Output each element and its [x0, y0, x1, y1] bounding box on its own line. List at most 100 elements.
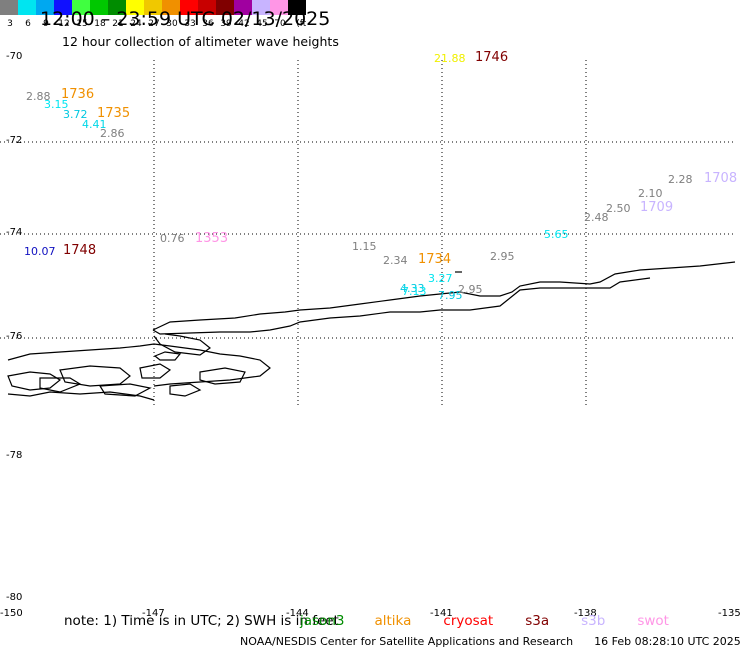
scale-label: 36: [202, 19, 214, 29]
island: [153, 351, 182, 361]
scale-swatch: [0, 0, 18, 15]
scale-swatch: [270, 0, 288, 15]
pass-time-label: 1709: [640, 200, 674, 215]
pass-time-label: 1748: [63, 243, 97, 258]
scale-label: 3: [7, 19, 13, 29]
swh-value: 2.88: [26, 90, 51, 103]
island: [169, 383, 202, 397]
lat-label: -72: [6, 135, 23, 146]
swh-value: 3.72: [63, 108, 88, 121]
coast-segment: [152, 277, 651, 335]
scale-label: 24: [130, 19, 142, 29]
scale-swatch: [234, 0, 252, 15]
satellite-legend: jason3 altika cryosat s3a s3b swot: [300, 613, 701, 629]
legend-item-cryosat: cryosat: [443, 613, 494, 629]
scale-label: 27: [148, 19, 159, 29]
swh-value: 5.65: [544, 228, 569, 241]
scale-swatch: [180, 0, 198, 15]
scale-label: 9: [43, 19, 49, 29]
legend-item-s3b: s3b: [581, 613, 606, 629]
lon-label: -135: [718, 608, 740, 619]
swh-value: 2.48: [584, 211, 609, 224]
swh-value: 2.50: [606, 202, 631, 215]
footer: NOAA/NESDIS Center for Satellite Applica…: [240, 635, 740, 648]
scale-swatch: [198, 0, 216, 15]
scale-swatch: [252, 0, 270, 15]
swh-value: 10.07: [24, 245, 56, 258]
pass-time-label: 1735: [97, 106, 131, 121]
pass-time-label: 1708: [704, 171, 738, 186]
coast-segment: [7, 343, 271, 387]
coastline: [7, 261, 736, 401]
swh-value: 2.95: [458, 283, 483, 296]
scale-swatch: [126, 0, 144, 15]
lon-label: -150: [0, 608, 23, 619]
scale-swatch: [108, 0, 126, 15]
scale-swatch: [288, 0, 306, 15]
swh-value: 2.86: [100, 127, 125, 140]
swh-value: 7.13: [402, 285, 427, 298]
scale-label: 30: [166, 19, 178, 29]
swh-value: 2.10: [638, 187, 663, 200]
footer-timestamp: 16 Feb 08:28:10 UTC 2025: [594, 635, 740, 648]
scale-label: 21: [112, 19, 123, 29]
scale-label: 15: [76, 19, 87, 29]
map-title: 12:00 – 23:59 UTC 02/13/2025: [40, 8, 331, 30]
scale-label: 12: [58, 19, 69, 29]
scale-label: 18: [94, 19, 106, 29]
swh-value: 4.33: [400, 282, 425, 295]
swh-value: 1.15: [352, 240, 377, 253]
legend-item-jason3: jason3: [300, 613, 345, 629]
scale-swatch: [54, 0, 72, 15]
island: [199, 367, 246, 385]
lon-label: -147: [142, 608, 165, 619]
map-subtitle: 12 hour collection of altimeter wave hei…: [62, 34, 339, 49]
ice-shelf-edge: [152, 261, 736, 331]
swh-value: 3.15: [44, 98, 69, 111]
lon-label: -141: [430, 608, 453, 619]
scale-swatch: [72, 0, 90, 15]
lat-label: -76: [6, 331, 23, 342]
swh-value: 4.41: [82, 118, 107, 131]
scale-label: 39: [220, 19, 232, 29]
swh-value: 3.27: [428, 272, 453, 285]
pass-time-label: 1746: [475, 50, 509, 65]
scale-label: 33: [184, 19, 195, 29]
scale-swatch: [162, 0, 180, 15]
scale-label: 70: [274, 19, 286, 29]
lon-label: -144: [286, 608, 309, 619]
scale-unit: (ft): [296, 19, 306, 29]
scale-label: 42: [238, 19, 249, 29]
swh-value: 0.76: [160, 232, 185, 245]
legend-item-s3a: s3a: [525, 613, 550, 629]
lat-label: -80: [6, 592, 23, 603]
island: [98, 383, 152, 397]
pass-time-label: 1736: [61, 87, 95, 102]
lon-label: -138: [574, 608, 597, 619]
scale-swatch: [18, 0, 36, 15]
island: [7, 371, 62, 391]
scale-label: 45: [256, 19, 267, 29]
scale-swatch: [216, 0, 234, 15]
swh-value: 2.95: [490, 250, 515, 263]
scale-swatch: [90, 0, 108, 15]
note-text: note: 1) Time is in UTC; 2) SWH is in fe…: [64, 613, 339, 629]
swh-value: 2.34: [383, 254, 408, 267]
swh-value: 2.28: [668, 173, 693, 186]
lat-label: -78: [6, 450, 23, 461]
legend-item-altika: altika: [374, 613, 412, 629]
scale-swatch: [36, 0, 54, 15]
lat-label: -74: [6, 227, 23, 238]
coast-segment: [153, 333, 212, 356]
lat-label: -70: [6, 51, 23, 62]
pass-time-label: 1734: [418, 252, 452, 267]
island: [39, 377, 82, 393]
island: [7, 391, 155, 401]
footer-org: NOAA/NESDIS Center for Satellite Applica…: [240, 635, 574, 648]
swh-value: 21.88: [434, 52, 466, 65]
graticule: [0, 60, 735, 405]
island: [139, 363, 172, 379]
island: [59, 365, 131, 387]
